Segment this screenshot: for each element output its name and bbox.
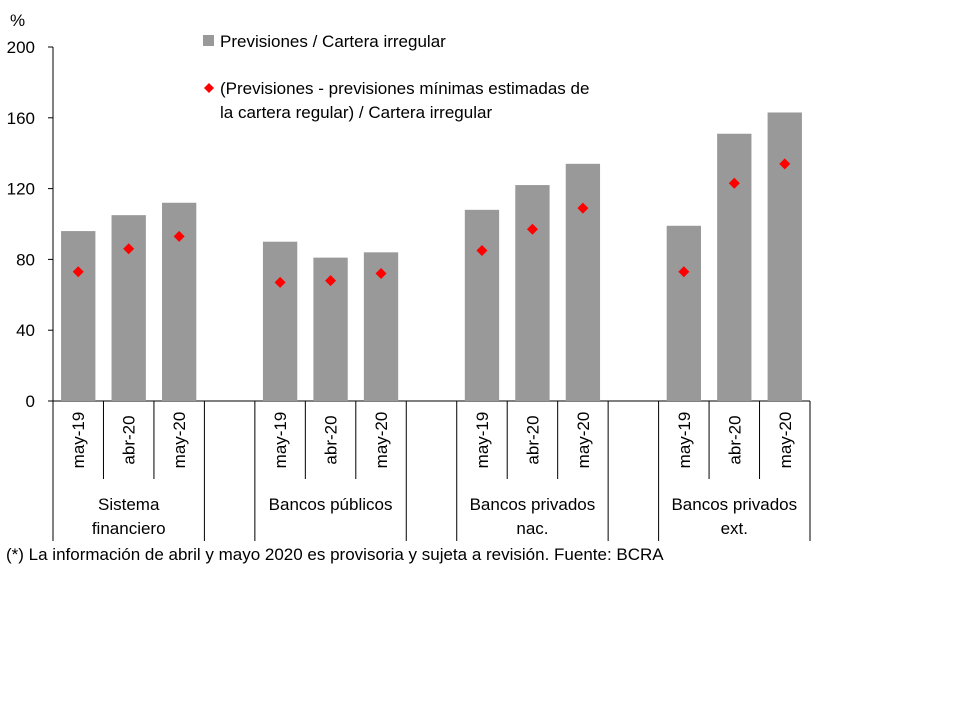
marker-point xyxy=(173,230,185,242)
marker-point xyxy=(325,275,337,287)
x-tick-label: abr-20 xyxy=(120,415,139,464)
bar xyxy=(666,225,701,401)
y-tick-label: 0 xyxy=(26,392,35,411)
y-tick-label: 200 xyxy=(7,38,35,57)
legend-label-markers: (Previsiones - previsiones mínimas estim… xyxy=(220,79,589,98)
bar xyxy=(111,215,146,401)
bar xyxy=(565,163,601,401)
bar xyxy=(717,133,752,402)
group-label: Sistema xyxy=(98,495,160,514)
marker-series xyxy=(72,158,791,288)
bar xyxy=(464,209,500,401)
marker-point xyxy=(375,268,387,280)
x-tick-label: may-20 xyxy=(170,412,189,469)
marker-point xyxy=(526,223,538,235)
x-tick-label: may-20 xyxy=(776,412,795,469)
group-label: nac. xyxy=(516,519,548,538)
group-label: Bancos privados xyxy=(671,495,797,514)
x-axis-labels: may-19 abr-20 may-20 Sistema financiero may-1… xyxy=(69,412,797,538)
x-tick-label: may-19 xyxy=(473,412,492,469)
y-tick-label: 40 xyxy=(16,321,35,340)
marker-point xyxy=(476,245,488,257)
legend-swatch-bars xyxy=(203,35,214,46)
marker-point xyxy=(728,177,740,189)
marker-point xyxy=(274,276,286,288)
marker-point xyxy=(123,243,135,255)
footnote: (*) La información de abril y mayo 2020 … xyxy=(6,545,664,564)
marker-point xyxy=(72,266,84,278)
bar-series xyxy=(61,112,802,402)
bar xyxy=(262,241,298,401)
x-tick-label: may-20 xyxy=(574,412,593,469)
x-tick-label: may-19 xyxy=(675,412,694,469)
x-tick-label: may-19 xyxy=(69,412,88,469)
legend-swatch-markers xyxy=(204,83,214,93)
x-tick-label: may-19 xyxy=(271,412,290,469)
legend: Previsiones / Cartera irregular (Previsio… xyxy=(203,32,589,122)
y-tick-label: 160 xyxy=(7,109,35,128)
x-tick-label: may-20 xyxy=(372,412,391,469)
legend-label-bars: Previsiones / Cartera irregular xyxy=(220,32,446,51)
marker-point xyxy=(779,158,791,170)
bar xyxy=(61,231,96,401)
group-label: financiero xyxy=(92,519,166,538)
bar xyxy=(515,185,550,401)
marker-point xyxy=(678,266,690,278)
bar xyxy=(767,112,802,402)
x-tick-label: abr-20 xyxy=(523,415,542,464)
unit-label: % xyxy=(10,11,25,30)
x-tick-label: abr-20 xyxy=(725,415,744,464)
y-tick-label: 120 xyxy=(7,180,35,199)
group-label: Bancos públicos xyxy=(269,495,393,514)
marker-point xyxy=(577,202,589,214)
group-label: Bancos privados xyxy=(470,495,596,514)
x-tick-label: abr-20 xyxy=(322,415,341,464)
group-label: ext. xyxy=(721,519,748,538)
legend-label-markers: la cartera regular) / Cartera irregular xyxy=(220,103,492,122)
y-tick-label: 80 xyxy=(16,250,35,269)
